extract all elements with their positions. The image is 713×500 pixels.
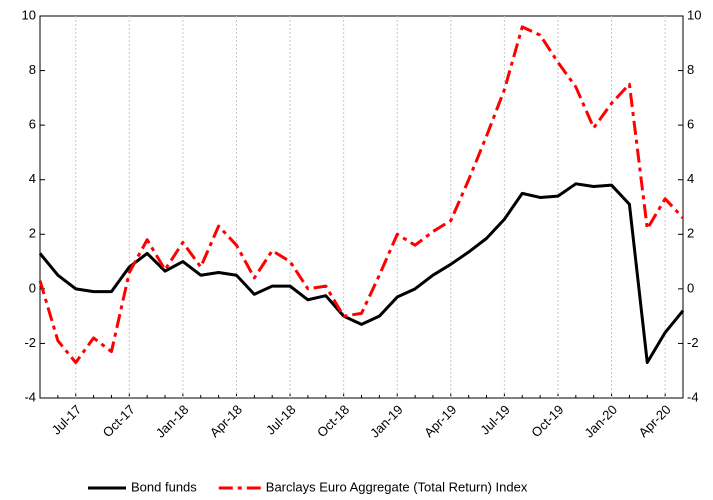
plot-frame	[39, 15, 684, 399]
legend-label: Barclays Euro Aggregate (Total Return) I…	[266, 479, 528, 494]
y2-tick-label: 8	[687, 62, 694, 77]
x-tick-label: Jan-18	[153, 402, 192, 441]
x-tick-label: Jan-19	[367, 402, 406, 441]
x-tick-label: Apr-20	[635, 402, 673, 440]
x-tick-label: Oct-18	[314, 402, 352, 440]
y-tick-label: 6	[29, 117, 36, 132]
x-tick-label: Jan-20	[581, 402, 620, 441]
y-tick-label: 8	[29, 62, 36, 77]
y-tick-label: -2	[24, 335, 36, 350]
x-tick-label: Apr-18	[207, 402, 245, 440]
y-tick-label: 0	[29, 280, 36, 295]
y2-tick-label: -2	[687, 335, 699, 350]
y-tick-label: 4	[29, 171, 36, 186]
y2-tick-label: 2	[687, 226, 694, 241]
x-tick-label: Oct-19	[528, 402, 566, 440]
y-tick-label: 2	[29, 226, 36, 241]
y2-tick-label: 0	[687, 280, 694, 295]
x-tick-label: Apr-19	[421, 402, 459, 440]
x-tick-label: Jul-17	[49, 402, 85, 438]
y2-tick-label: 4	[687, 171, 694, 186]
y-tick-label: -4	[24, 389, 36, 404]
series-line	[38, 182, 685, 365]
y2-tick-label: 6	[687, 117, 694, 132]
y2-tick-label: -4	[687, 389, 699, 404]
y2-tick-label: 10	[687, 7, 701, 22]
x-tick-label: Jul-18	[263, 402, 299, 438]
series-line	[38, 25, 685, 365]
legend-label: Bond funds	[131, 479, 197, 494]
x-tick-label: Jul-19	[477, 402, 513, 438]
y-tick-label: 10	[22, 7, 36, 22]
x-tick-label: Oct-17	[100, 402, 138, 440]
